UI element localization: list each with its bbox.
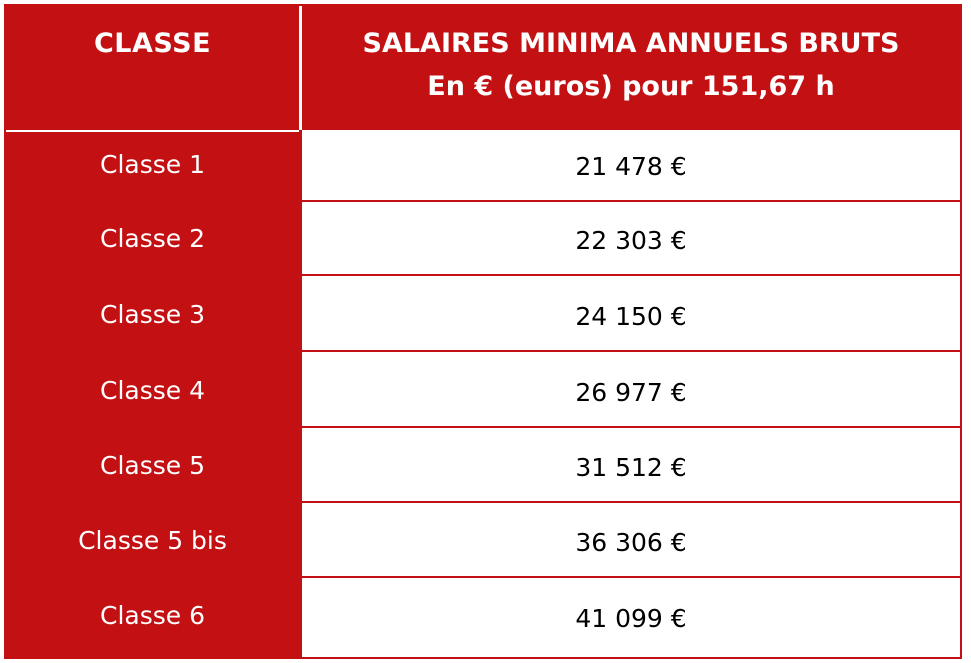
table-row: Classe 2 22 303 € bbox=[6, 206, 960, 281]
salaire-cell: 41 099 € bbox=[575, 603, 687, 633]
classe-cell: Classe 6 bbox=[99, 600, 205, 630]
table-row: Classe 4 26 977 € bbox=[6, 358, 960, 433]
header-salaire-title: SALAIRES MINIMA ANNUELS BRUTS bbox=[362, 28, 900, 59]
table-header: CLASSE SALAIRES MINIMA ANNUELS BRUTS En … bbox=[6, 6, 960, 130]
header-divider bbox=[299, 6, 302, 130]
salary-table: CLASSE SALAIRES MINIMA ANNUELS BRUTS En … bbox=[4, 4, 962, 659]
salaire-cell: 36 306 € bbox=[302, 508, 960, 578]
classe-cell: Classe 5 bis bbox=[78, 525, 227, 555]
classe-column-background bbox=[6, 132, 299, 657]
salaire-cell: 26 977 € bbox=[302, 358, 960, 428]
classe-cell: Classe 5 bbox=[99, 450, 205, 480]
column-divider bbox=[299, 130, 302, 657]
salaire-cell: 22 303 € bbox=[302, 206, 960, 276]
table-row: Classe 5 bis 36 306 € bbox=[6, 508, 960, 583]
table-row: Classe 6 41 099 € bbox=[6, 583, 960, 658]
header-salaire: SALAIRES MINIMA ANNUELS BRUTS En € (euro… bbox=[302, 6, 960, 130]
classe-cell: Classe 1 bbox=[99, 149, 205, 179]
classe-cell: Classe 4 bbox=[99, 375, 205, 405]
salaire-cell: 31 512 € bbox=[302, 433, 960, 503]
table-row: Classe 1 21 478 € bbox=[6, 132, 960, 207]
table-row: Classe 3 24 150 € bbox=[6, 282, 960, 357]
header-bottom-rule bbox=[6, 130, 299, 132]
classe-cell: Classe 2 bbox=[99, 223, 205, 253]
header-classe-label: CLASSE bbox=[93, 28, 212, 59]
table-row: Classe 5 31 512 € bbox=[6, 433, 960, 508]
salaire-cell: 24 150 € bbox=[302, 282, 960, 352]
header-salaire-subtitle: En € (euros) pour 151,67 h bbox=[427, 71, 835, 102]
header-classe: CLASSE bbox=[6, 6, 299, 130]
classe-cell: Classe 3 bbox=[99, 299, 205, 329]
salaire-cell: 21 478 € bbox=[302, 132, 960, 202]
